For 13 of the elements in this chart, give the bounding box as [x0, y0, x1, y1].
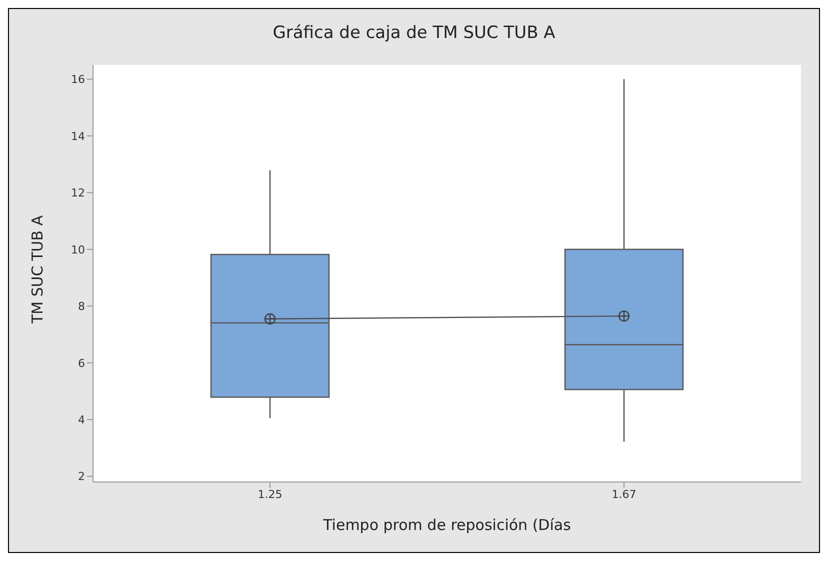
y-tick-label: 4 [78, 413, 85, 426]
y-tick-label: 2 [78, 470, 85, 484]
y-tick-label: 8 [78, 300, 85, 314]
y-tick-label: 14 [71, 130, 85, 143]
x-tick-label: 1.25 [258, 488, 282, 501]
chart-title: Gráfica de caja de TM SUC TUB A [272, 23, 556, 43]
y-tick-label: 10 [71, 243, 85, 256]
y-tick-label: 16 [71, 73, 85, 86]
x-tick-label: 1.67 [612, 488, 636, 501]
y-tick-label: 6 [78, 356, 85, 370]
y-tick-label: 12 [71, 186, 85, 200]
y-axis-title: TM SUC TUB A [28, 214, 46, 324]
x-axis-title: Tiempo prom de reposición (Días [322, 516, 572, 534]
